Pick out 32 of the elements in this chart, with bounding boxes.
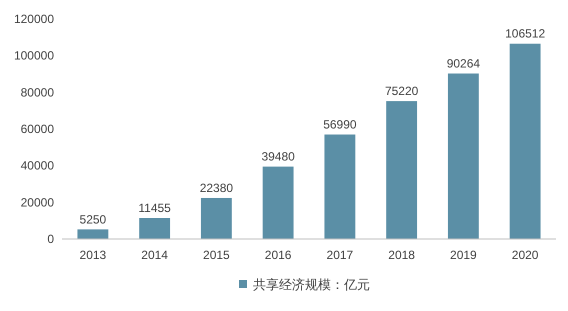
x-tick-label: 2014 [141, 248, 168, 262]
data-label: 5250 [80, 212, 107, 226]
data-label: 106512 [505, 26, 546, 41]
data-label: 56990 [323, 118, 357, 132]
x-tick-label: 2019 [450, 248, 478, 262]
bar [200, 198, 232, 239]
data-label: 90264 [446, 56, 480, 71]
x-tick-label: 2016 [264, 248, 292, 262]
bar [510, 44, 541, 239]
data-label: 11455 [138, 201, 172, 215]
y-tick-label: 100000 [14, 48, 54, 63]
x-tick-label: 2015 [203, 248, 230, 262]
bar [262, 166, 294, 239]
bar [77, 229, 108, 239]
data-label: 22380 [200, 180, 234, 195]
y-tick-label: 0 [47, 232, 54, 246]
legend: 共享经济规模：亿元 [239, 277, 370, 292]
bar [386, 101, 418, 239]
y-tick-label: 20000 [20, 195, 54, 210]
data-label: 39480 [261, 150, 296, 164]
x-tick-label: 2017 [326, 248, 354, 262]
y-tick-label: 80000 [20, 85, 54, 100]
bar [448, 74, 479, 239]
x-tick-label: 2020 [512, 248, 539, 262]
data-label: 75220 [384, 84, 419, 98]
x-tick-label: 2018 [388, 248, 416, 262]
bar [139, 218, 170, 239]
y-tick-label: 120000 [14, 12, 54, 26]
x-tick-label: 2013 [80, 248, 107, 262]
bar [324, 134, 356, 239]
y-tick-label: 60000 [20, 122, 54, 136]
y-tick-label: 40000 [20, 158, 54, 173]
